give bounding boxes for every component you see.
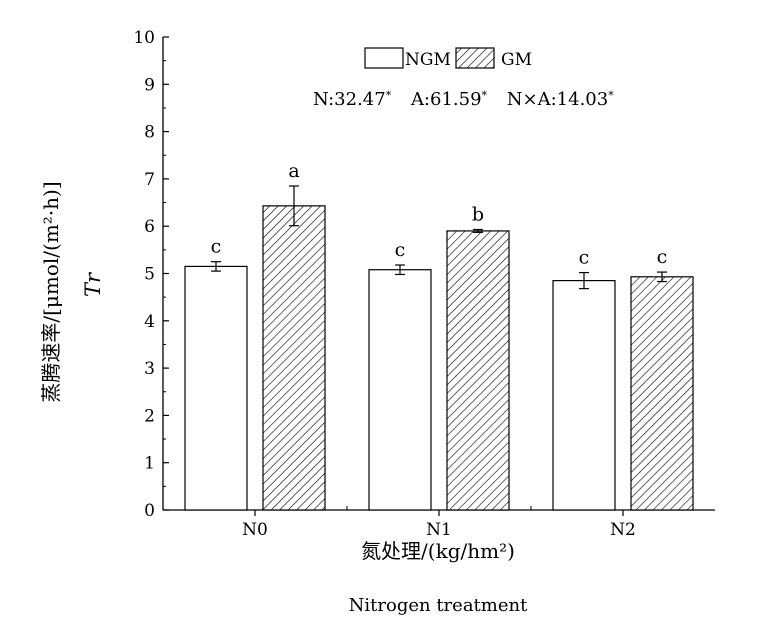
y-tick-label: 7: [144, 170, 155, 190]
legend-label-gm: GM: [501, 50, 532, 70]
y-tick-label: 0: [144, 501, 155, 521]
stats-line: N:32.47* A:61.59* N×A:14.03*: [313, 89, 614, 111]
bar-gm-n1: [446, 230, 510, 511]
y-tick-label: 1: [144, 454, 155, 474]
x-tick-label: N0: [242, 520, 268, 540]
stat-a-sig: *: [482, 89, 488, 102]
y-tick-label: 4: [144, 312, 155, 332]
x-axis-title-en: Nitrogen treatment: [349, 595, 528, 616]
y-tick-label: 9: [144, 75, 155, 95]
significance-label: a: [288, 160, 299, 182]
y-tick-label: 10: [133, 28, 155, 48]
bars: c a c b c c: [184, 160, 694, 511]
stat-nxa: N×A:14.03: [507, 89, 608, 110]
significance-label: c: [657, 246, 668, 268]
x-tick-label: N2: [610, 520, 636, 540]
stat-nxa-sig: *: [608, 89, 614, 102]
legend-swatch-gm: [455, 47, 495, 69]
stat-n-sig: *: [386, 89, 392, 102]
bar-gm-n2: [630, 276, 694, 511]
y-tick-label: 6: [144, 217, 155, 237]
legend-label-ngm: NGM: [405, 50, 451, 70]
stat-a: A:61.59: [410, 89, 482, 110]
stat-n: N:32.47: [313, 89, 386, 110]
x-axis-title-cn: 氮处理/(kg/hm²): [361, 539, 515, 563]
legend-swatch-ngm: [364, 47, 404, 69]
y-axis-title-symbol: Tr: [81, 271, 105, 297]
y-tick-label: 3: [144, 359, 155, 379]
bar-gm-n0: [262, 205, 326, 511]
axes: 0 1 2 3 4 5 6 7 8 9 10 N0 N1 N2: [133, 28, 715, 540]
bar-ngm-n0: [184, 265, 248, 511]
significance-label: c: [395, 239, 406, 261]
significance-label: c: [579, 247, 590, 269]
bar-ngm-n2: [552, 279, 616, 511]
y-tick-label: 8: [144, 123, 155, 143]
bar-ngm-n1: [368, 269, 432, 511]
significance-label: c: [211, 236, 222, 258]
y-tick-label: 2: [144, 406, 155, 426]
legend: NGM GM: [364, 47, 532, 70]
y-axis-title-cn: 蒸腾速率/[μmol/(m²·h)]: [39, 181, 63, 402]
x-tick-label: N1: [426, 520, 452, 540]
y-tick-label: 5: [144, 265, 155, 285]
significance-label: b: [472, 204, 484, 226]
